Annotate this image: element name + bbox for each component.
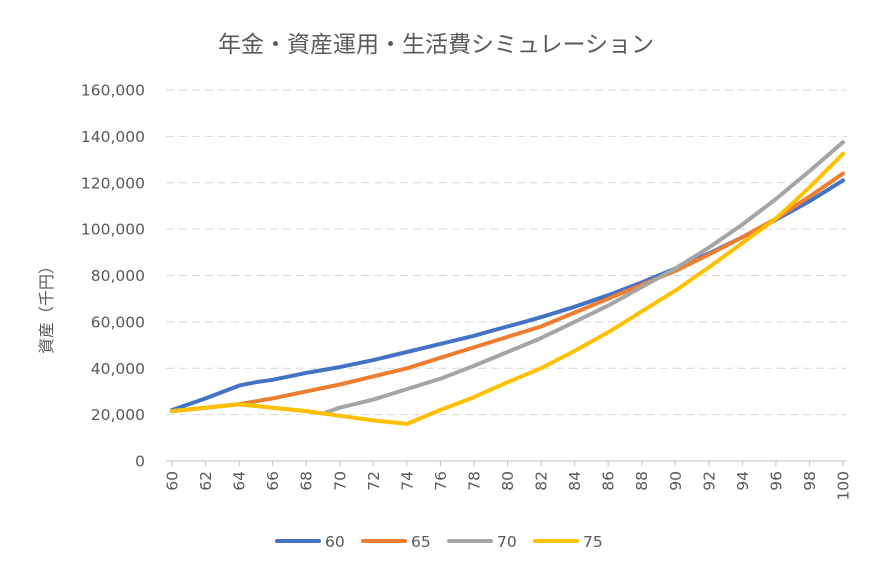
x-axis-ticks: 60 62 64 66 68 70 72 74 76 78 80 82 84 86 88 90 92 94 96 98… — [164, 461, 853, 501]
y-tick-label: 20,000 — [91, 406, 145, 424]
x-tick-label: 66 — [264, 471, 282, 491]
x-tick-label: 60 — [164, 471, 182, 491]
x-tick-label: 100 — [835, 471, 853, 501]
x-tick-label: 70 — [331, 471, 349, 491]
x-tick-label: 94 — [734, 471, 752, 491]
y-tick-label: 80,000 — [91, 267, 145, 285]
x-tick-label: 92 — [700, 471, 718, 491]
y-tick-label: 100,000 — [81, 221, 145, 239]
x-tick-label: 88 — [633, 471, 651, 491]
y-axis-ticks: 0 20,000 40,000 60,000 80,000 100,000 120,000 1… — [81, 82, 145, 471]
x-tick-label: 74 — [398, 471, 416, 491]
x-tick-label: 72 — [365, 471, 383, 491]
x-tick-label: 98 — [801, 471, 819, 491]
legend-label: 70 — [497, 533, 517, 551]
series-line-75 — [170, 151, 845, 426]
x-tick-label: 68 — [298, 471, 316, 491]
x-tick-label: 84 — [566, 471, 584, 491]
series-line-65 — [170, 171, 845, 414]
x-tick-label: 82 — [533, 471, 551, 491]
legend-label: 65 — [411, 533, 431, 551]
series-line-60 — [170, 178, 845, 412]
y-tick-label: 40,000 — [91, 360, 145, 378]
x-tick-label: 90 — [667, 471, 685, 491]
x-tick-label: 76 — [432, 471, 450, 491]
legend-label: 60 — [325, 533, 345, 551]
x-tick-label: 78 — [465, 471, 483, 491]
legend: 60 65 70 75 — [275, 533, 603, 551]
x-tick-label: 80 — [499, 471, 517, 491]
x-tick-label: 64 — [231, 471, 249, 491]
series-lines — [170, 140, 845, 426]
y-axis-label: 資産（千円） — [37, 258, 56, 354]
legend-label: 75 — [583, 533, 603, 551]
y-tick-label: 60,000 — [91, 313, 145, 331]
gridlines — [166, 89, 847, 462]
y-tick-label: 160,000 — [81, 82, 145, 100]
chart-title: 年金・資産運用・生活費シミュレーション — [218, 32, 654, 58]
y-tick-label: 0 — [135, 453, 145, 471]
y-tick-label: 140,000 — [81, 128, 145, 146]
x-tick-label: 62 — [197, 471, 215, 491]
x-tick-label: 96 — [767, 471, 785, 491]
x-tick-label: 86 — [600, 471, 618, 491]
y-tick-label: 120,000 — [81, 174, 145, 192]
